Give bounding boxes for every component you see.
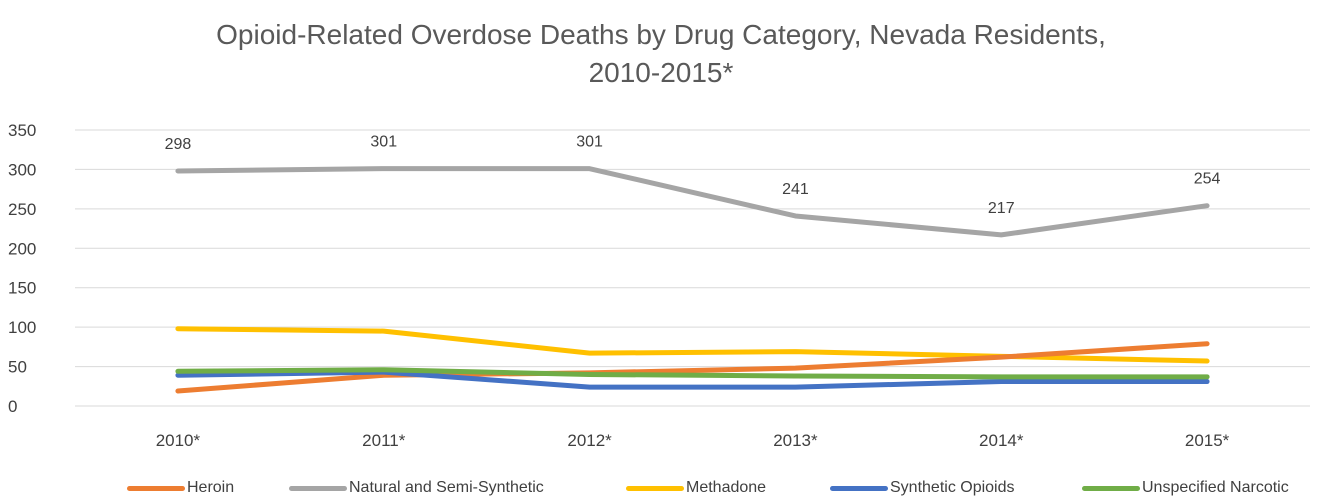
data-labels: 298 301 301 241 217 254 [165, 134, 1221, 217]
x-tick-label: 2010* [156, 431, 201, 450]
gridlines [75, 129, 1310, 407]
legend: Heroin Natural and Semi-Synthetic Methadon… [0, 476, 1322, 500]
data-label: 241 [782, 181, 809, 198]
legend-item-heroin: Heroin [127, 476, 234, 500]
series-line-natural-and-semi-synthetic [175, 166, 1210, 238]
y-tick-label: 100 [8, 318, 36, 337]
y-axis: 0 50 100 150 200 250 300 350 [8, 121, 36, 416]
data-label: 301 [370, 134, 397, 151]
series-line-heroin [175, 341, 1210, 394]
legend-swatch [830, 485, 888, 491]
legend-item-synthetic-opioids: Synthetic Opioids [830, 476, 1015, 500]
legend-swatch [1082, 485, 1140, 491]
legend-item-natural-and-semi-synthetic: Natural and Semi-Synthetic [289, 476, 544, 500]
legend-label: Heroin [187, 479, 235, 496]
x-tick-label: 2015* [1185, 431, 1230, 450]
legend-label: Synthetic Opioids [890, 479, 1015, 496]
y-tick-label: 250 [8, 200, 36, 219]
y-tick-label: 200 [8, 239, 36, 258]
x-tick-label: 2014* [979, 431, 1024, 450]
y-tick-label: 50 [8, 358, 27, 377]
data-label: 301 [576, 134, 603, 151]
x-tick-label: 2013* [773, 431, 818, 450]
legend-item-methadone: Methadone [626, 476, 766, 500]
y-tick-label: 0 [8, 397, 17, 416]
data-label: 217 [988, 200, 1015, 217]
x-axis: 2010* 2011* 2012* 2013* 2014* 2015* [156, 431, 1230, 450]
legend-swatch [626, 485, 684, 491]
legend-label: Unspecified Narcotic [1142, 479, 1289, 496]
series-line-synthetic-opioids [175, 369, 1210, 390]
legend-label: Natural and Semi-Synthetic [349, 479, 544, 496]
data-label: 254 [1194, 171, 1221, 188]
y-tick-label: 350 [8, 121, 36, 140]
legend-item-unspecified-narcotic: Unspecified Narcotic [1082, 476, 1289, 500]
chart-title-line-1: Opioid-Related Overdose Deaths by Drug C… [216, 19, 1106, 50]
series-line-unspecified-narcotic [175, 367, 1210, 380]
chart-title-line-2: 2010-2015* [588, 57, 734, 88]
series-lines [175, 166, 1210, 394]
y-tick-label: 150 [8, 279, 36, 298]
legend-swatch [289, 485, 347, 491]
y-tick-label: 300 [8, 160, 36, 179]
x-tick-label: 2012* [567, 431, 612, 450]
legend-label: Methadone [686, 479, 767, 496]
data-label: 298 [165, 136, 192, 153]
x-tick-label: 2011* [362, 431, 406, 450]
chart-title: Opioid-Related Overdose Deaths by Drug C… [0, 16, 1322, 92]
legend-swatch [127, 485, 185, 491]
